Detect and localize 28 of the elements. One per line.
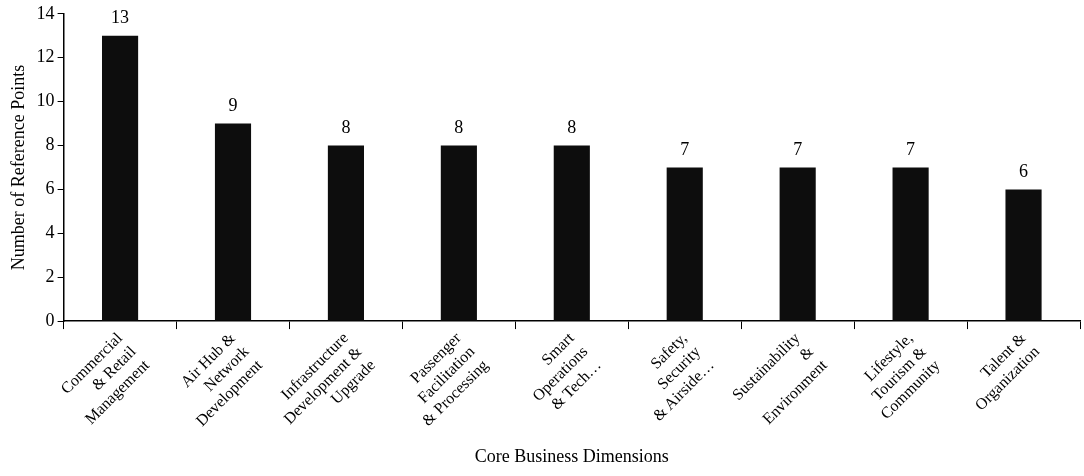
data-label: 8 bbox=[454, 117, 464, 138]
y-tick-label: 10 bbox=[36, 90, 55, 111]
bar bbox=[553, 145, 590, 321]
bar bbox=[1005, 189, 1042, 321]
data-label: 6 bbox=[1019, 161, 1029, 182]
bar bbox=[102, 35, 139, 321]
bar bbox=[892, 167, 929, 321]
data-label: 7 bbox=[793, 139, 803, 160]
y-tick-label: 8 bbox=[45, 134, 55, 155]
y-tick-label: 2 bbox=[45, 265, 55, 286]
data-label: 7 bbox=[906, 139, 916, 160]
y-tick-label: 14 bbox=[36, 2, 55, 23]
y-tick-label: 4 bbox=[45, 222, 55, 243]
data-label: 8 bbox=[567, 117, 577, 138]
bar bbox=[440, 145, 477, 321]
x-axis-title: Core Business Dimensions bbox=[474, 445, 669, 466]
y-tick-label: 12 bbox=[36, 46, 55, 67]
bar bbox=[779, 167, 816, 321]
bar bbox=[214, 123, 252, 321]
data-label: 8 bbox=[341, 117, 351, 138]
y-axis-title: Number of Reference Points bbox=[7, 64, 28, 271]
y-tick-label: 6 bbox=[45, 178, 55, 199]
y-tick-label: 0 bbox=[45, 309, 55, 330]
data-label: 7 bbox=[680, 139, 690, 160]
bar bbox=[666, 167, 703, 321]
data-label: 13 bbox=[111, 7, 130, 28]
bar bbox=[327, 145, 364, 321]
data-label: 9 bbox=[228, 95, 238, 116]
